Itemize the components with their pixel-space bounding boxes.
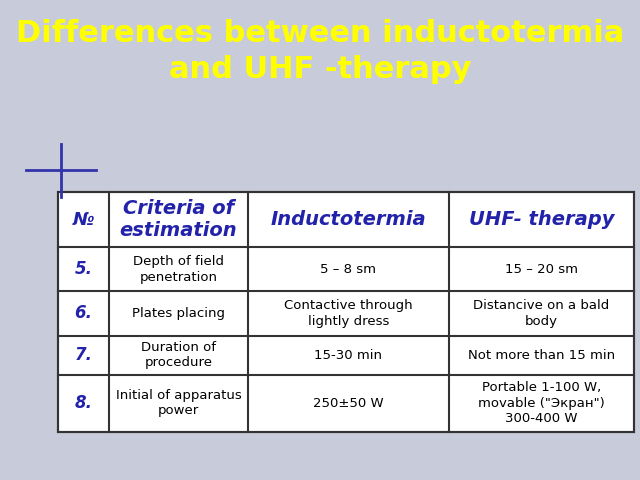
Text: 5.: 5. [74, 260, 93, 278]
Text: №: № [73, 211, 94, 228]
Text: 8.: 8. [74, 394, 93, 412]
Text: Depth of field
penetration: Depth of field penetration [133, 255, 224, 284]
Text: 5 – 8 sm: 5 – 8 sm [321, 263, 376, 276]
Text: Inductotermia: Inductotermia [271, 210, 426, 229]
Text: Differences between inductotermia
and UHF -therapy: Differences between inductotermia and UH… [16, 19, 624, 84]
Text: 6.: 6. [74, 304, 93, 323]
Text: 7.: 7. [74, 346, 93, 364]
Text: Portable 1-100 W,
movable ("Экран")
300-400 W: Portable 1-100 W, movable ("Экран") 300-… [478, 381, 605, 425]
Text: 250±50 W: 250±50 W [313, 396, 384, 410]
Text: Duration of
procedure: Duration of procedure [141, 341, 216, 370]
Text: 15-30 min: 15-30 min [314, 348, 383, 362]
Text: Distancive on a bald
body: Distancive on a bald body [474, 299, 609, 328]
Text: Plates placing: Plates placing [132, 307, 225, 320]
Text: Criteria of
estimation: Criteria of estimation [120, 199, 237, 240]
Text: UHF- therapy: UHF- therapy [468, 210, 614, 229]
Text: Contactive through
lightly dress: Contactive through lightly dress [284, 299, 413, 328]
Text: Initial of apparatus
power: Initial of apparatus power [116, 389, 241, 418]
FancyBboxPatch shape [58, 192, 634, 432]
Text: 15 – 20 sm: 15 – 20 sm [505, 263, 578, 276]
Text: Not more than 15 min: Not more than 15 min [468, 348, 615, 362]
